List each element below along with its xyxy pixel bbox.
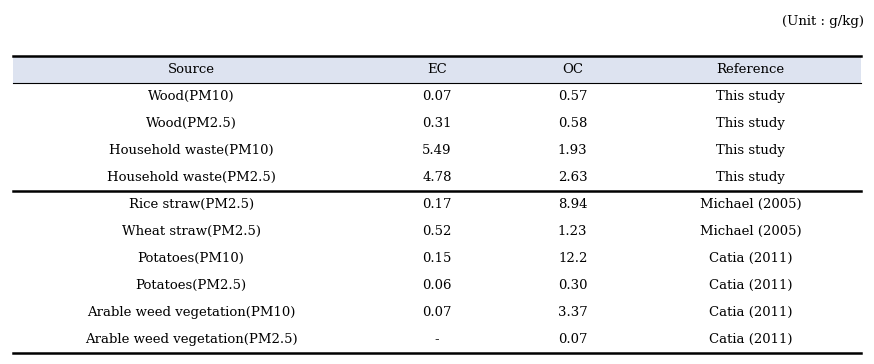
Text: 0.07: 0.07 [422,90,452,103]
Text: 5.49: 5.49 [422,144,452,157]
Text: This study: This study [716,117,785,130]
Text: Catia (2011): Catia (2011) [709,279,793,292]
Text: 1.23: 1.23 [558,225,587,238]
Text: 2.63: 2.63 [558,171,587,184]
Text: 0.07: 0.07 [558,333,587,346]
Text: 0.30: 0.30 [558,279,587,292]
Text: 4.78: 4.78 [422,171,452,184]
Text: Catia (2011): Catia (2011) [709,333,793,346]
Text: Wood(PM10): Wood(PM10) [148,90,234,103]
Text: 0.17: 0.17 [422,198,452,211]
Bar [13,56,861,83]
Text: (Unit : g/kg): (Unit : g/kg) [781,15,864,28]
Text: Rice straw(PM2.5): Rice straw(PM2.5) [128,198,253,211]
Text: 3.37: 3.37 [558,306,587,319]
Text: 0.52: 0.52 [422,225,452,238]
Text: 1.93: 1.93 [558,144,587,157]
Text: Michael (2005): Michael (2005) [700,198,801,211]
Text: Wood(PM2.5): Wood(PM2.5) [146,117,237,130]
Text: 0.07: 0.07 [422,306,452,319]
Text: 0.58: 0.58 [558,117,587,130]
Text: Arable weed vegetation(PM10): Arable weed vegetation(PM10) [87,306,295,319]
Text: Catia (2011): Catia (2011) [709,252,793,265]
Text: 8.94: 8.94 [558,198,587,211]
Text: EC: EC [427,63,447,76]
Text: This study: This study [716,90,785,103]
Text: Michael (2005): Michael (2005) [700,225,801,238]
Text: This study: This study [716,171,785,184]
Text: Source: Source [168,63,215,76]
Text: Catia (2011): Catia (2011) [709,306,793,319]
Text: Household waste(PM2.5): Household waste(PM2.5) [107,171,275,184]
Text: Potatoes(PM10): Potatoes(PM10) [138,252,245,265]
Text: OC: OC [562,63,583,76]
Text: This study: This study [716,144,785,157]
Text: 0.57: 0.57 [558,90,587,103]
Text: Reference: Reference [717,63,785,76]
Text: Potatoes(PM2.5): Potatoes(PM2.5) [135,279,246,292]
Text: Arable weed vegetation(PM2.5): Arable weed vegetation(PM2.5) [85,333,297,346]
Text: Household waste(PM10): Household waste(PM10) [109,144,274,157]
Text: 0.31: 0.31 [422,117,452,130]
Text: 12.2: 12.2 [558,252,587,265]
Text: -: - [434,333,440,346]
Text: Wheat straw(PM2.5): Wheat straw(PM2.5) [121,225,260,238]
Text: 0.06: 0.06 [422,279,452,292]
Text: 0.15: 0.15 [422,252,452,265]
